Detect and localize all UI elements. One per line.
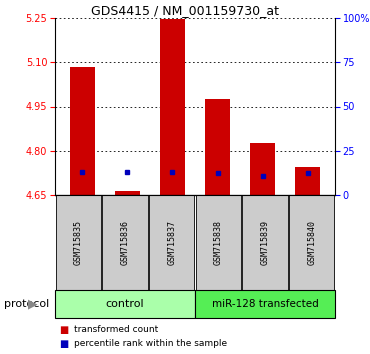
Text: GSM715840: GSM715840 bbox=[307, 220, 316, 265]
Text: percentile rank within the sample: percentile rank within the sample bbox=[74, 339, 226, 348]
Bar bbox=[205, 99, 230, 195]
Text: GSM715839: GSM715839 bbox=[260, 220, 269, 265]
Text: GSM715835: GSM715835 bbox=[74, 220, 83, 265]
Text: control: control bbox=[106, 299, 144, 309]
Bar bbox=[296, 167, 320, 195]
Text: ▶: ▶ bbox=[28, 297, 37, 310]
Bar bbox=[115, 190, 140, 195]
Text: GDS4415 / NM_001159730_at: GDS4415 / NM_001159730_at bbox=[91, 4, 279, 17]
Text: ■: ■ bbox=[59, 325, 68, 335]
Text: GSM715837: GSM715837 bbox=[167, 220, 176, 265]
Text: GSM715836: GSM715836 bbox=[121, 220, 130, 265]
Text: protocol: protocol bbox=[4, 299, 49, 309]
Bar bbox=[70, 67, 94, 195]
Bar bbox=[160, 19, 185, 195]
Bar bbox=[250, 143, 275, 195]
Text: miR-128 transfected: miR-128 transfected bbox=[212, 299, 318, 309]
Text: GSM715838: GSM715838 bbox=[214, 220, 223, 265]
Text: transformed count: transformed count bbox=[74, 325, 158, 335]
Text: ■: ■ bbox=[59, 339, 68, 349]
